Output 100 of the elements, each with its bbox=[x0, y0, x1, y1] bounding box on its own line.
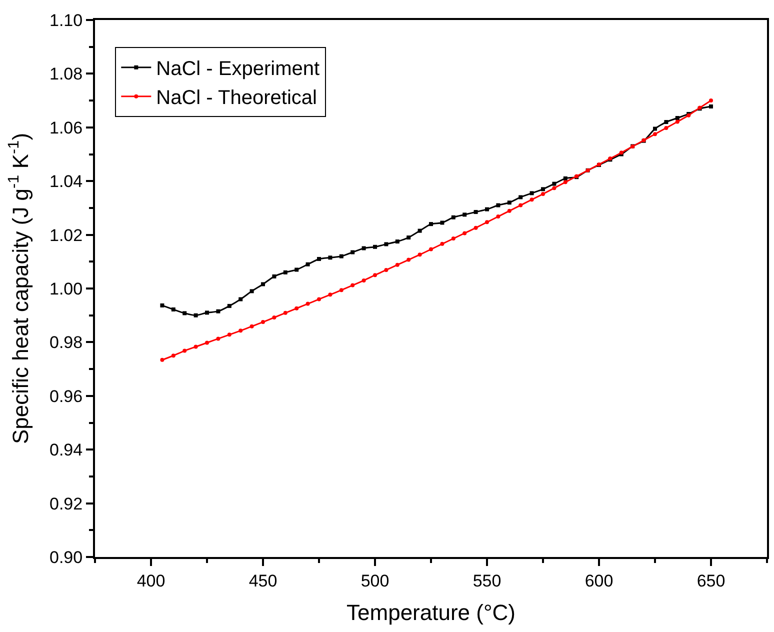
point bbox=[418, 228, 422, 233]
point bbox=[250, 289, 254, 294]
point bbox=[653, 126, 657, 131]
point bbox=[317, 297, 321, 302]
y-tick-label: 0.98 bbox=[50, 333, 83, 352]
point bbox=[160, 303, 164, 308]
point bbox=[485, 207, 489, 212]
point bbox=[496, 203, 500, 208]
point bbox=[339, 254, 344, 258]
point bbox=[474, 210, 478, 214]
point bbox=[653, 132, 657, 136]
point bbox=[541, 187, 545, 192]
point bbox=[250, 324, 254, 328]
point bbox=[406, 235, 411, 240]
point bbox=[462, 231, 467, 236]
point bbox=[328, 256, 332, 260]
point bbox=[395, 262, 400, 267]
point bbox=[406, 258, 411, 262]
point bbox=[171, 307, 176, 312]
point bbox=[294, 306, 299, 310]
point bbox=[205, 340, 209, 345]
point bbox=[709, 104, 713, 108]
x-tick-label: 600 bbox=[584, 571, 614, 590]
point bbox=[552, 186, 556, 190]
x-tick-label: 500 bbox=[360, 571, 390, 590]
y-tick-label: 1.08 bbox=[50, 64, 83, 84]
y-tick-label: 0.94 bbox=[50, 440, 83, 460]
point bbox=[485, 220, 489, 224]
point bbox=[384, 268, 388, 272]
x-tick-label: 550 bbox=[472, 571, 502, 590]
point bbox=[451, 236, 456, 241]
point bbox=[261, 320, 265, 324]
point bbox=[362, 246, 366, 250]
point bbox=[261, 282, 265, 286]
point bbox=[194, 313, 198, 318]
point bbox=[216, 336, 220, 341]
point bbox=[418, 252, 422, 257]
point bbox=[474, 226, 478, 230]
point bbox=[227, 304, 232, 308]
x-tick-label: 400 bbox=[136, 571, 166, 590]
point bbox=[440, 220, 444, 225]
point bbox=[194, 344, 198, 349]
point bbox=[350, 283, 355, 288]
point bbox=[518, 195, 523, 200]
x-tick-label: 450 bbox=[248, 571, 278, 590]
point bbox=[664, 126, 668, 130]
point bbox=[171, 354, 176, 358]
point bbox=[205, 310, 209, 315]
point bbox=[283, 310, 288, 315]
point bbox=[563, 180, 568, 184]
point bbox=[440, 242, 444, 246]
point bbox=[328, 292, 332, 297]
point bbox=[306, 262, 310, 266]
point bbox=[496, 214, 500, 219]
point bbox=[552, 182, 556, 186]
point bbox=[339, 288, 344, 292]
x-tick-label: 650 bbox=[696, 571, 726, 590]
point bbox=[238, 297, 243, 302]
y-tick-label: 1.04 bbox=[50, 172, 83, 192]
point bbox=[429, 222, 433, 226]
point bbox=[283, 270, 288, 274]
point bbox=[182, 348, 187, 353]
y-tick-label: 1.02 bbox=[50, 226, 83, 245]
point bbox=[451, 215, 456, 220]
point bbox=[709, 98, 713, 103]
point bbox=[530, 198, 534, 202]
point bbox=[294, 268, 299, 272]
point bbox=[306, 302, 310, 306]
x-axis-title: Temperature (°C) bbox=[346, 600, 516, 625]
point bbox=[182, 311, 187, 316]
point bbox=[563, 176, 568, 180]
point bbox=[272, 274, 276, 278]
point bbox=[675, 120, 680, 124]
point bbox=[317, 256, 321, 261]
point bbox=[160, 358, 164, 362]
y-tick-label: 1.06 bbox=[50, 118, 83, 138]
point bbox=[675, 116, 680, 120]
legend-label: NaCl - Experiment bbox=[156, 58, 320, 80]
point bbox=[272, 316, 276, 320]
point bbox=[541, 192, 545, 196]
point bbox=[362, 278, 366, 282]
y-tick-label: 1.10 bbox=[50, 10, 83, 30]
point bbox=[216, 309, 220, 314]
y-tick-label: 0.92 bbox=[50, 494, 83, 514]
point bbox=[227, 332, 232, 337]
point bbox=[518, 203, 523, 208]
point bbox=[395, 240, 400, 244]
point bbox=[238, 328, 243, 333]
y-tick-label: 0.90 bbox=[50, 548, 83, 567]
point bbox=[507, 208, 512, 213]
y-tick-label: 1.00 bbox=[50, 279, 83, 298]
point bbox=[530, 191, 534, 196]
point bbox=[373, 273, 377, 278]
point bbox=[350, 250, 355, 254]
point bbox=[507, 200, 512, 205]
legend-label: NaCl - Theoretical bbox=[156, 87, 317, 110]
point bbox=[429, 247, 433, 252]
y-tick-label: 0.96 bbox=[50, 386, 83, 406]
point bbox=[384, 242, 388, 246]
point bbox=[664, 120, 668, 124]
